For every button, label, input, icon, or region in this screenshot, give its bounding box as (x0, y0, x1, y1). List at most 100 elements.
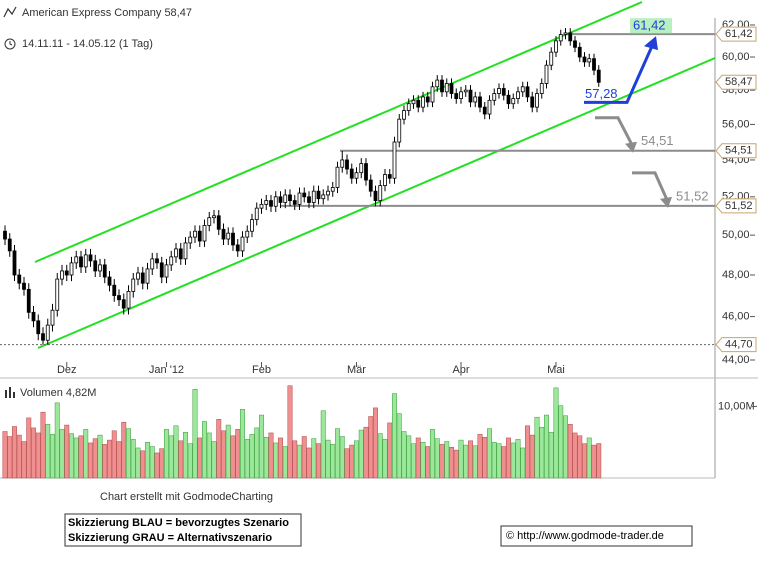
candle-body (254, 207, 259, 221)
volume-bar (449, 446, 454, 479)
price-flag-label: 51,52 (725, 200, 753, 212)
y-tick-label: 50,00 (722, 229, 750, 241)
chart-subtitle: 14.11.11 - 14.05.12 (1 Tag) (22, 38, 153, 50)
price-flag (715, 198, 757, 214)
candle-body (345, 159, 349, 170)
candle-body (302, 192, 307, 198)
volume-bar (254, 427, 260, 479)
candle-body (88, 254, 93, 262)
candle-body (292, 200, 297, 205)
legend-note: Skizzierung BLAU = bevorzugtes Szenario (68, 517, 289, 529)
candle-body (354, 172, 359, 179)
price-flag-label: 58,47 (725, 76, 753, 88)
candle-body (406, 103, 411, 111)
price-flag-label: 61,42 (725, 28, 753, 40)
candle-body (226, 232, 231, 240)
candle-body (430, 86, 435, 103)
chart-icon (3, 6, 17, 18)
volume-bar (510, 442, 516, 479)
candle-body (316, 190, 321, 200)
volume-bar (415, 437, 421, 479)
candle-body (487, 99, 492, 115)
candle-body (121, 299, 126, 309)
candle-body (554, 40, 558, 53)
candle-body (368, 179, 373, 192)
candle-body (17, 274, 22, 284)
volume-bar (135, 447, 141, 479)
candle-body (159, 262, 164, 278)
volume-bar (373, 407, 378, 479)
volume-bar (278, 437, 283, 479)
candle-body (501, 88, 506, 96)
volume-bar (282, 446, 288, 479)
volume-bar (73, 437, 79, 479)
volume-bar (187, 443, 193, 479)
candle-body (31, 311, 36, 322)
volume-bar (206, 432, 212, 479)
candle-body (549, 51, 554, 66)
volume-title: Volumen 4,82M (20, 387, 96, 399)
candle-body (93, 260, 98, 272)
candle-body (259, 203, 264, 209)
candle-body (235, 244, 240, 252)
volume-bar (107, 439, 112, 479)
candle-body (178, 248, 183, 260)
candle-body (136, 272, 140, 280)
candle-body (117, 295, 121, 301)
candle-body (373, 190, 378, 201)
volume-bar (582, 443, 587, 479)
y-tick-label: 60,00 (722, 51, 750, 63)
volume-bar (496, 443, 502, 479)
volume-bar (263, 436, 269, 479)
x-tick-label: Mai (547, 364, 565, 376)
scenario-label: 57,28 (585, 86, 618, 101)
volume-bar (430, 429, 435, 479)
clock-hand (9, 41, 13, 46)
candle-body (7, 238, 12, 252)
volume-bar (506, 437, 511, 479)
candle-body (525, 86, 530, 98)
price-flag (715, 143, 757, 159)
candle-body (307, 196, 311, 203)
candle-body (592, 58, 596, 71)
candle-body (468, 89, 473, 103)
candle-body (397, 118, 402, 143)
volume-bar (363, 426, 369, 479)
candle-body (55, 278, 60, 311)
clock-icon (4, 38, 16, 50)
candle-body (482, 106, 487, 115)
volume-bar (358, 429, 364, 479)
volume-bar (116, 441, 122, 479)
volume-bar (111, 430, 117, 479)
volume-bar (548, 431, 554, 479)
volume-bar (591, 444, 597, 479)
legend-box (64, 513, 302, 547)
volume-bar (178, 440, 184, 479)
candle-body (411, 99, 416, 105)
volume-bar (477, 434, 483, 479)
volume-bar (287, 385, 293, 479)
candle-body (497, 88, 501, 94)
volume-bar (16, 434, 22, 479)
y-tick-label: 44,00 (722, 354, 750, 366)
price-flag (715, 74, 757, 90)
candle-body (544, 64, 549, 84)
candle-body (278, 196, 283, 203)
volume-bar (64, 424, 70, 479)
candle-body (155, 258, 159, 264)
volume-bar (31, 427, 36, 479)
candle-body (41, 333, 45, 341)
candle-body (478, 96, 482, 108)
volume-bar (130, 439, 136, 479)
candle-body (112, 284, 117, 296)
volume-bar (159, 448, 165, 479)
volume-bar (240, 409, 245, 479)
volume-bar (168, 435, 174, 479)
volume-bar (387, 422, 393, 479)
volume-bar (572, 432, 578, 479)
candle-body (50, 309, 55, 326)
candle-body (197, 230, 202, 242)
y-tick-label: 56,00 (722, 118, 750, 130)
candle-body (511, 98, 516, 105)
